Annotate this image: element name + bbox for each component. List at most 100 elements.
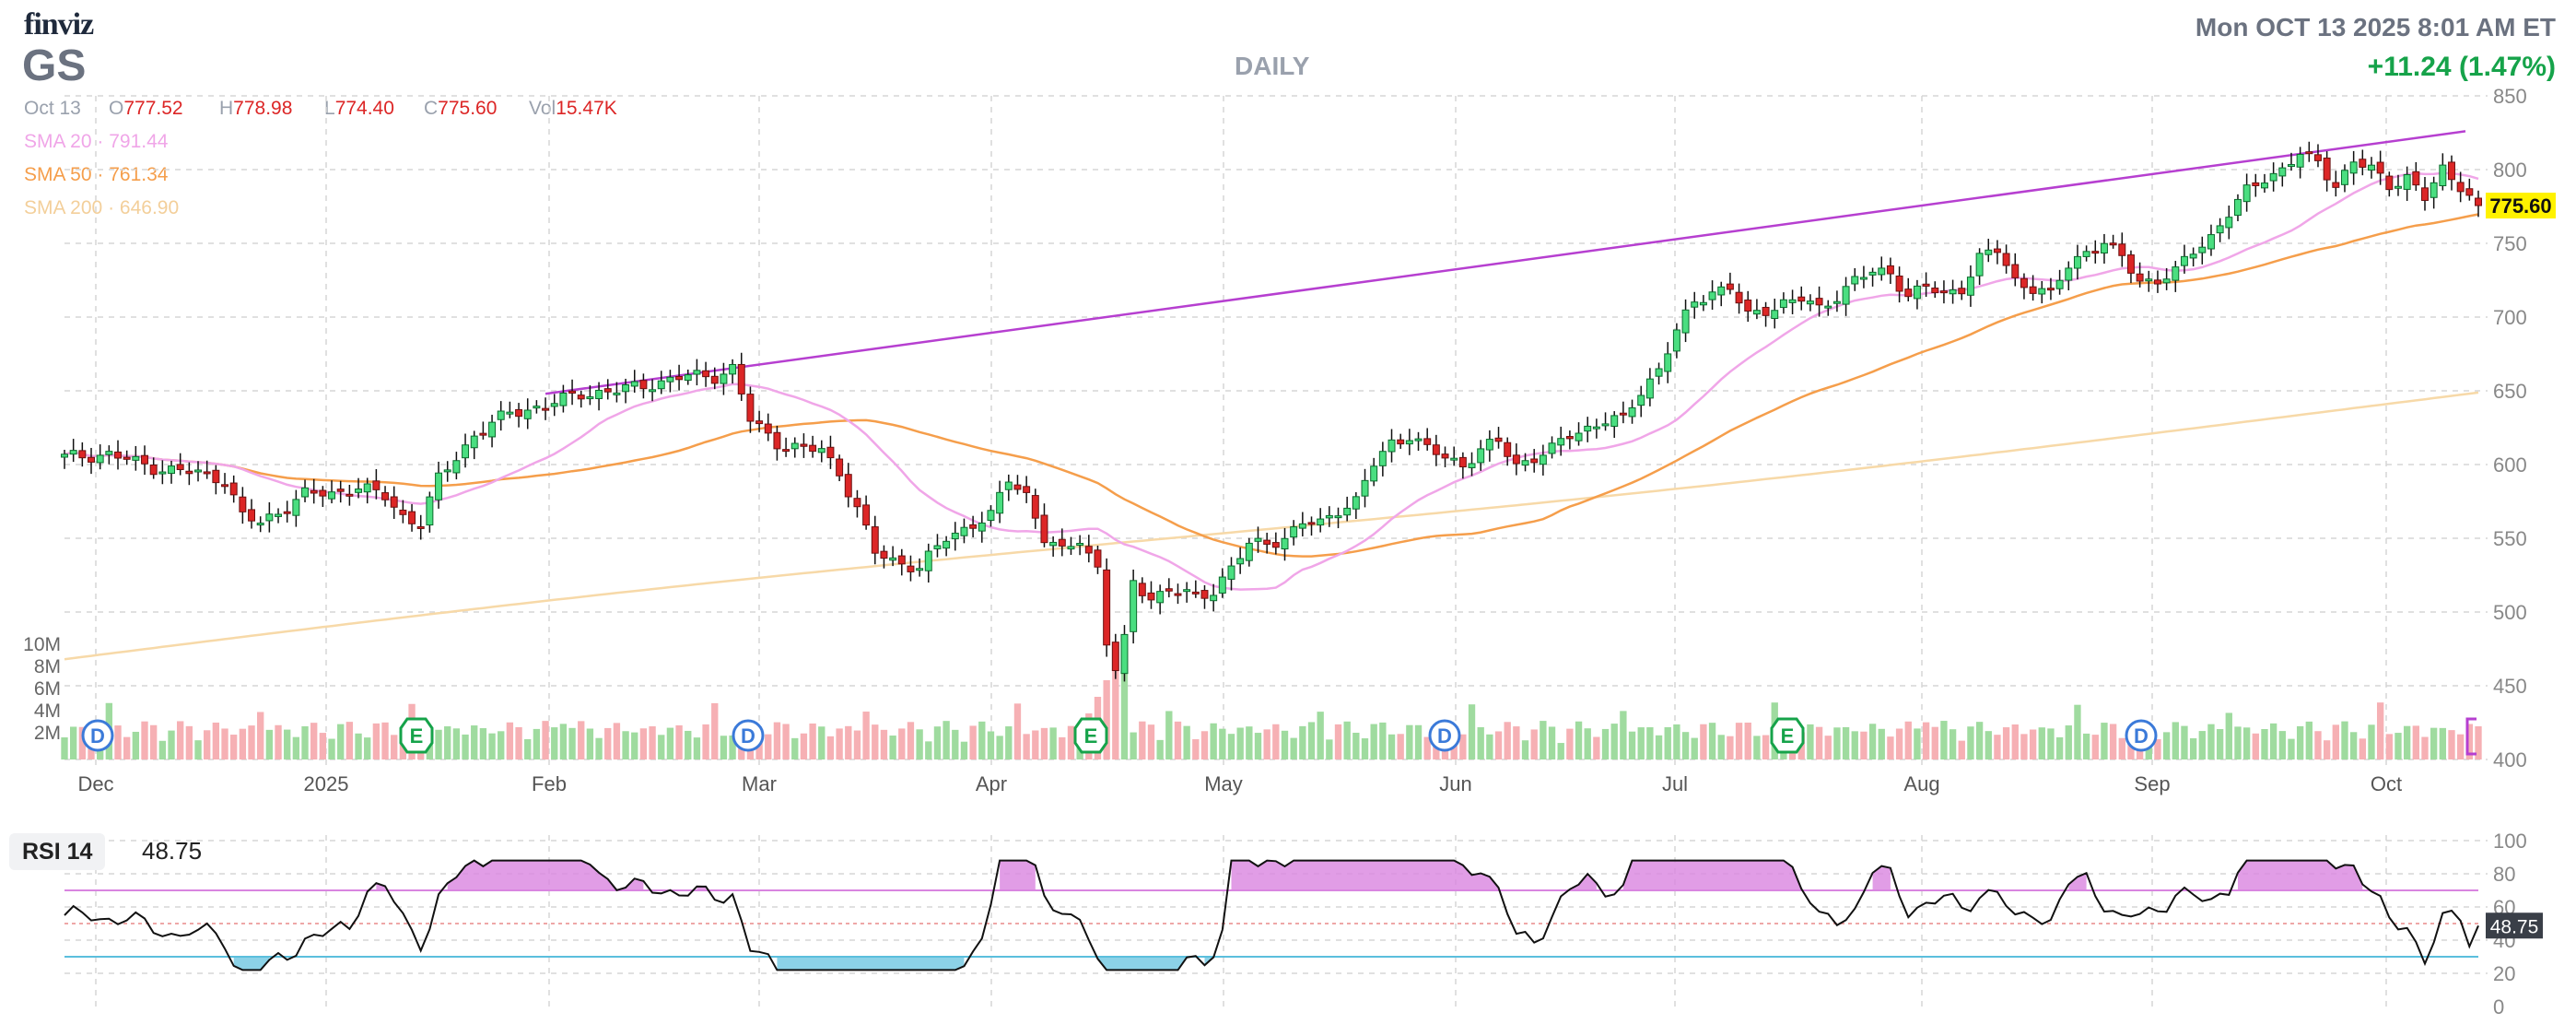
candle-body — [737, 363, 745, 394]
volume-bar — [1985, 731, 1992, 759]
candle — [1414, 431, 1423, 452]
candle-body — [684, 374, 692, 382]
candle — [2296, 147, 2304, 179]
candle — [221, 473, 229, 494]
volume-bar — [2101, 723, 2108, 759]
candle — [2278, 162, 2287, 187]
candle-body — [462, 444, 470, 459]
candle-body — [2252, 182, 2260, 186]
candle — [2216, 218, 2224, 242]
candle-body — [1592, 426, 1600, 430]
volume-bar — [2385, 734, 2393, 759]
rsi-value-tag — [2486, 912, 2543, 939]
volume-bar — [800, 733, 808, 759]
candle — [381, 486, 390, 507]
candle-body — [916, 568, 924, 571]
candle-body — [1049, 541, 1058, 547]
candle — [310, 478, 318, 504]
candle-body — [301, 487, 310, 498]
candle — [800, 433, 808, 458]
volume-bar — [1887, 736, 1894, 759]
candle-body — [2055, 279, 2064, 289]
candle — [1859, 265, 1868, 288]
candle — [675, 364, 684, 391]
candle — [158, 460, 167, 485]
volume-bar — [702, 724, 709, 759]
candle — [2242, 173, 2251, 212]
candle-body — [185, 470, 193, 475]
candle-body — [1254, 537, 1262, 542]
candle — [1165, 578, 1173, 598]
candle — [746, 386, 755, 433]
candle-body — [2100, 242, 2108, 254]
volume-bar — [1593, 736, 1600, 759]
candle — [372, 469, 381, 500]
candle — [78, 441, 87, 467]
candle-body — [310, 489, 318, 494]
volume-bar — [2242, 727, 2251, 759]
candle — [2029, 275, 2037, 301]
candle-body — [755, 420, 764, 425]
candle — [1655, 362, 1663, 385]
candle — [1281, 527, 1289, 561]
rsi-oversold-fill — [777, 957, 965, 971]
candle-body — [2439, 164, 2447, 187]
volume-bar — [1156, 739, 1164, 759]
candle-body — [1468, 463, 1476, 468]
candle — [2145, 270, 2153, 292]
candle — [862, 495, 871, 530]
volume-bar — [2047, 728, 2055, 759]
candle — [729, 359, 737, 384]
candle-body — [1477, 448, 1485, 464]
candle — [586, 385, 594, 406]
volume-bar — [141, 721, 148, 759]
candle — [2100, 233, 2108, 265]
candle — [1271, 532, 1280, 555]
candle — [1975, 248, 1984, 286]
volume-bar — [933, 726, 942, 759]
candle-body — [1084, 546, 1093, 554]
rsi-value-tag-label: 48.75 — [2490, 916, 2539, 937]
ohlc-date: Oct 13 — [24, 98, 81, 119]
volume-bar — [78, 726, 87, 759]
candle-body — [2029, 286, 2037, 294]
candle — [2180, 244, 2188, 274]
rsi-label[interactable]: RSI 14 — [9, 833, 106, 870]
volume-bar — [1254, 733, 1262, 759]
dividend-marker — [2125, 719, 2158, 752]
candle — [275, 508, 283, 524]
volume-bar — [345, 722, 354, 759]
candle-body — [933, 545, 942, 549]
volume-bar — [1326, 739, 1333, 759]
candle — [239, 487, 247, 524]
candle — [69, 439, 77, 463]
candle-body — [265, 513, 274, 522]
candle — [889, 546, 897, 567]
volume-bar — [2198, 731, 2206, 759]
volume-bar — [2403, 725, 2411, 759]
candle-body — [1494, 437, 1503, 442]
sma20-legend: SMA 20 · 791.44 — [24, 131, 169, 152]
candle-body — [336, 489, 345, 492]
candle-body — [1913, 285, 1921, 300]
candle-body — [1271, 542, 1280, 548]
candle — [283, 500, 291, 523]
candle — [1966, 265, 1974, 307]
volume-bar — [1807, 724, 1814, 759]
candle-body — [2198, 246, 2207, 253]
volume-bar — [1521, 740, 1529, 759]
volume-bar — [845, 725, 852, 759]
candle-body — [2242, 184, 2251, 203]
volume-bar — [1922, 722, 1930, 759]
rsi-overbought-fill — [1622, 860, 1802, 890]
volume-bar — [1575, 721, 1583, 759]
finviz-logo[interactable]: finviz — [24, 7, 94, 41]
rsi-overbought-fill — [1000, 860, 1036, 890]
candle — [141, 445, 148, 476]
candle — [301, 479, 310, 502]
candle — [488, 414, 497, 448]
volume-bar — [1504, 722, 1511, 759]
y-tick-label: 500 — [2493, 601, 2527, 624]
